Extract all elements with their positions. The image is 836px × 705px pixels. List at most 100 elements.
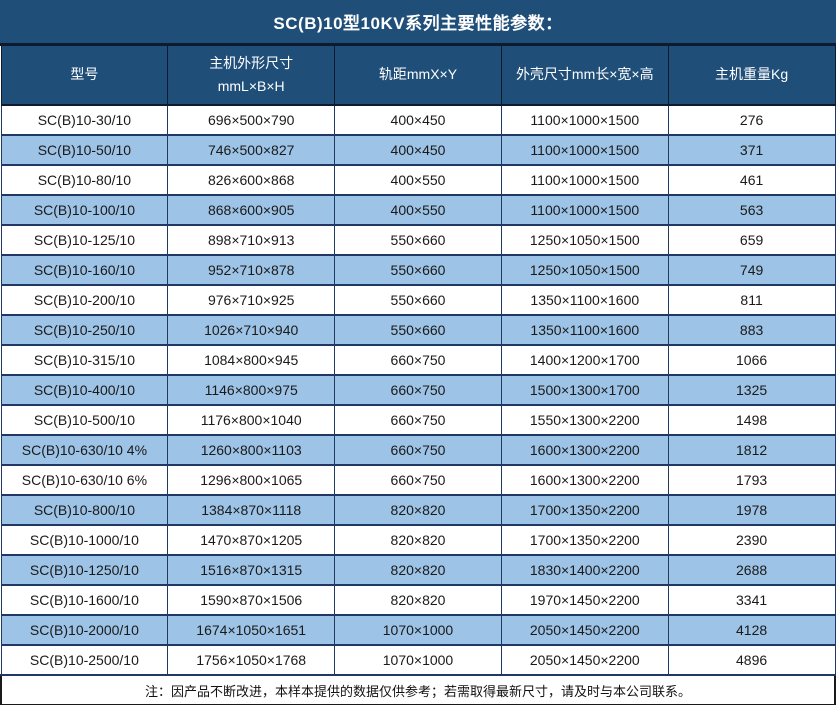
cell-shell-size: 1350×1100×1600 [500,284,669,316]
cell-weight: 659 [667,224,836,256]
cell-rail: 660×750 [334,344,502,376]
cell-weight: 811 [667,284,836,316]
cell-shell-size: 2050×1450×2200 [500,614,669,646]
cell-model: SC(B)10-1250/10 [0,554,169,586]
table-row: SC(B)10-125/10 898×710×913 550×660 1250×… [0,224,836,256]
cell-host-size: 1176×800×1040 [167,404,336,436]
table-row: SC(B)10-630/10 4% 1260×800×1103 660×750 … [0,434,836,466]
note-row: 注：因产品不断改进，本样本提供的数据仅供参考；若需取得最新尺寸，请及时与本公司联… [0,674,836,705]
cell-weight: 461 [667,164,836,196]
cell-model: SC(B)10-30/10 [0,104,169,136]
cell-model: SC(B)10-630/10 6% [0,464,169,496]
cell-weight: 2688 [667,554,836,586]
cell-host-size: 826×600×868 [167,164,336,196]
cell-rail: 1070×1000 [334,614,502,646]
table-row: SC(B)10-50/10 746×500×827 400×450 1100×1… [0,134,836,166]
cell-weight: 276 [667,104,836,136]
cell-shell-size: 1250×1050×1500 [500,224,669,256]
cell-host-size: 1756×1050×1768 [167,644,336,676]
header-row: 型号 主机外形尺寸 mmL×B×H 轨距mmX×Y 外壳尺寸mm长×宽×高 主机… [0,46,836,106]
cell-weight: 1498 [667,404,836,436]
cell-model: SC(B)10-315/10 [0,344,169,376]
cell-model: SC(B)10-50/10 [0,134,169,166]
cell-rail: 400×450 [334,134,502,166]
cell-weight: 371 [667,134,836,166]
cell-weight: 4896 [667,644,836,676]
cell-rail: 550×660 [334,314,502,346]
cell-rail: 820×820 [334,494,502,526]
footnote: 注：因产品不断改进，本样本提供的数据仅供参考；若需取得最新尺寸，请及时与本公司联… [0,674,836,705]
cell-host-size: 1026×710×940 [167,314,336,346]
cell-model: SC(B)10-630/10 4% [0,434,169,466]
cell-host-size: 1516×870×1315 [167,554,336,586]
cell-rail: 550×660 [334,224,502,256]
table-row: SC(B)10-250/10 1026×710×940 550×660 1350… [0,314,836,346]
cell-model: SC(B)10-125/10 [0,224,169,256]
cell-rail: 660×750 [334,374,502,406]
cell-host-size: 1470×870×1205 [167,524,336,556]
cell-shell-size: 1600×1300×2200 [500,434,669,466]
cell-model: SC(B)10-2500/10 [0,644,169,676]
cell-shell-size: 1100×1000×1500 [500,134,669,166]
cell-host-size: 746×500×827 [167,134,336,166]
table-row: SC(B)10-200/10 976×710×925 550×660 1350×… [0,284,836,316]
table-row: SC(B)10-2500/10 1756×1050×1768 1070×1000… [0,644,836,676]
table-row: SC(B)10-500/10 1176×800×1040 660×750 155… [0,404,836,436]
cell-shell-size: 1100×1000×1500 [500,104,669,136]
col-header-model-label: 型号 [70,66,99,83]
cell-rail: 400×550 [334,164,502,196]
col-header-host-size-label: 主机外形尺寸 [209,54,294,71]
cell-host-size: 952×710×878 [167,254,336,286]
cell-host-size: 1084×800×945 [167,344,336,376]
cell-rail: 400×450 [334,104,502,136]
cell-host-size: 696×500×790 [167,104,336,136]
cell-shell-size: 1970×1450×2200 [500,584,669,616]
table-row: SC(B)10-315/10 1084×800×945 660×750 1400… [0,344,836,376]
cell-weight: 1066 [667,344,836,376]
cell-model: SC(B)10-1000/10 [0,524,169,556]
cell-model: SC(B)10-2000/10 [0,614,169,646]
cell-rail: 660×750 [334,464,502,496]
cell-shell-size: 1500×1300×1700 [500,374,669,406]
cell-weight: 3341 [667,584,836,616]
cell-host-size: 1590×870×1506 [167,584,336,616]
table-row: SC(B)10-2000/10 1674×1050×1651 1070×1000… [0,614,836,646]
col-header-shell-size-label: 外壳尺寸mm长×宽×高 [515,66,654,83]
table-row: SC(B)10-800/10 1384×870×1118 820×820 170… [0,494,836,526]
spec-table: 型号 主机外形尺寸 mmL×B×H 轨距mmX×Y 外壳尺寸mm长×宽×高 主机… [0,46,836,705]
cell-shell-size: 1550×1300×2200 [500,404,669,436]
cell-weight: 563 [667,194,836,226]
cell-rail: 660×750 [334,434,502,466]
cell-model: SC(B)10-100/10 [0,194,169,226]
cell-model: SC(B)10-160/10 [0,254,169,286]
page-title: SC(B)10型10KV系列主要性能参数： [273,14,563,33]
table-row: SC(B)10-100/10 868×600×905 400×550 1100×… [0,194,836,226]
cell-weight: 1812 [667,434,836,466]
cell-model: SC(B)10-80/10 [0,164,169,196]
cell-model: SC(B)10-1600/10 [0,584,169,616]
cell-shell-size: 1700×1350×2200 [500,524,669,556]
table-body: SC(B)10-30/10 696×500×790 400×450 1100×1… [0,104,836,676]
cell-weight: 883 [667,314,836,346]
title-bar: SC(B)10型10KV系列主要性能参数： [0,0,836,46]
cell-shell-size: 2050×1450×2200 [500,644,669,676]
cell-host-size: 1146×800×975 [167,374,336,406]
col-header-rail-label: 轨距mmX×Y [378,66,458,83]
col-header-host-size: 主机外形尺寸 mmL×B×H [167,46,336,106]
col-header-weight: 主机重量Kg [667,46,836,106]
table-row: SC(B)10-30/10 696×500×790 400×450 1100×1… [0,104,836,136]
table-row: SC(B)10-80/10 826×600×868 400×550 1100×1… [0,164,836,196]
cell-host-size: 1296×800×1065 [167,464,336,496]
cell-weight: 1978 [667,494,836,526]
cell-weight: 4128 [667,614,836,646]
table-row: SC(B)10-400/10 1146×800×975 660×750 1500… [0,374,836,406]
cell-shell-size: 1830×1400×2200 [500,554,669,586]
cell-shell-size: 1100×1000×1500 [500,164,669,196]
cell-rail: 550×660 [334,284,502,316]
cell-shell-size: 1600×1300×2200 [500,464,669,496]
cell-model: SC(B)10-200/10 [0,284,169,316]
cell-model: SC(B)10-250/10 [0,314,169,346]
col-header-host-size-sublabel: mmL×B×H [217,78,285,94]
cell-rail: 820×820 [334,554,502,586]
col-header-model: 型号 [0,46,169,106]
